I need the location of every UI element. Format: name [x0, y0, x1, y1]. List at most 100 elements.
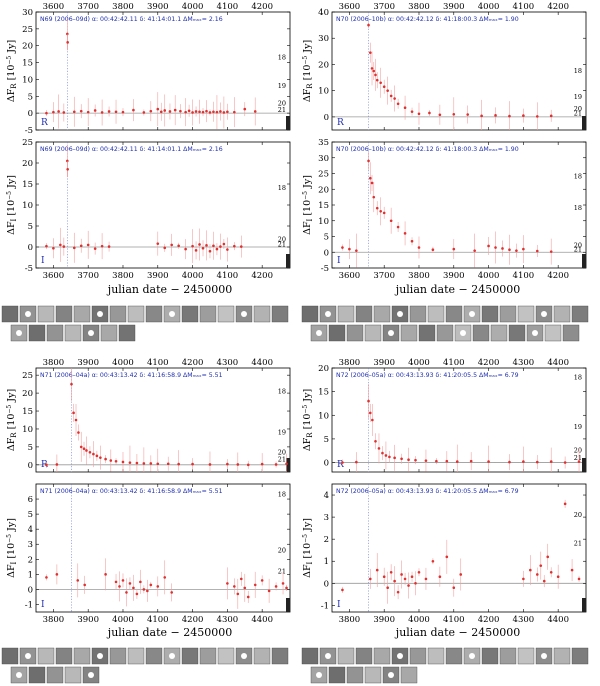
data-point: [191, 244, 194, 248]
data-point: [424, 459, 428, 462]
data-point: [149, 109, 153, 113]
data-point: [187, 109, 191, 113]
thumbnail-tile: [499, 647, 517, 665]
y-tick-label: 10: [22, 201, 33, 211]
y-tick-label: 10: [318, 217, 329, 227]
data-point: [149, 462, 153, 465]
data-point: [173, 108, 177, 112]
thumbnail-strip-top-left: [1, 305, 289, 342]
y-tick-label: 5: [28, 443, 33, 453]
data-point: [417, 112, 421, 116]
data-point: [374, 439, 377, 443]
panel-info-text: N71 (2006–04a) α: 00:43:13.42 δ: 41:16:5…: [40, 488, 223, 495]
data-point: [355, 249, 358, 252]
thumbnail-tile: [328, 666, 346, 684]
thumbnail-tile: [517, 647, 535, 665]
data-point: [267, 589, 271, 593]
thumbnail-tile: [337, 647, 355, 665]
data-point: [184, 247, 187, 251]
band-label: R: [337, 460, 344, 470]
magnitude-label: 20: [278, 235, 286, 243]
data-point: [163, 109, 167, 112]
band-label: R: [337, 118, 344, 128]
data-point: [132, 108, 135, 112]
data-point: [407, 458, 410, 462]
data-point: [243, 586, 247, 590]
data-point: [142, 588, 146, 591]
data-point: [95, 454, 99, 458]
data-point: [389, 219, 393, 223]
data-point: [70, 382, 73, 386]
thumbnail-tile: [409, 305, 427, 323]
data-point: [375, 206, 379, 210]
magnitude-label: 21: [278, 240, 286, 248]
magnitude-scale-bar: [286, 116, 290, 130]
data-point: [410, 239, 414, 243]
thumbnail-strip-bottom-left: [1, 647, 289, 684]
data-point: [396, 225, 400, 229]
y-tick-label: 4: [28, 525, 33, 535]
magnitude-label: 21: [278, 106, 286, 114]
data-point: [226, 110, 229, 114]
thumbnail-tile: [508, 324, 526, 342]
x-tick-label: 4300: [217, 615, 239, 625]
data-point: [128, 461, 132, 464]
data-point: [233, 110, 236, 114]
x-tick-label: 3800: [112, 2, 134, 12]
y-tick-label: 25: [22, 138, 33, 148]
data-point: [431, 248, 435, 252]
data-point: [563, 502, 567, 506]
thumbnail-tile: [427, 305, 445, 323]
thumbnail-tile: [481, 305, 499, 323]
panel-info-text: N69 (2006–09d) α: 00:42:42.11 δ: 41:14:0…: [40, 16, 223, 23]
thumbnail-star: [541, 311, 547, 317]
x-tick-label: 3800: [112, 271, 134, 281]
data-point: [522, 247, 525, 251]
data-point: [99, 456, 102, 459]
panel-N70-I: 3600 3700 3800 3900 4000 4100 4200 -5 0 5 10 15 20 25…: [302, 138, 587, 281]
magnitude-label: 18: [574, 204, 582, 212]
data-point: [233, 585, 236, 588]
data-point: [494, 114, 497, 117]
x-tick-label: 4300: [217, 358, 239, 368]
data-point: [549, 250, 553, 253]
data-point: [370, 67, 374, 70]
data-point: [367, 23, 370, 27]
thumbnail-star: [469, 653, 475, 659]
data-point: [243, 107, 247, 111]
data-point: [121, 460, 125, 464]
data-point: [435, 459, 438, 463]
thumbnail-star: [97, 311, 103, 317]
data-point: [438, 113, 442, 117]
y-tick-label: 0: [324, 579, 329, 589]
thumbnail-star: [316, 330, 322, 336]
x-tick-label: 4300: [513, 358, 535, 368]
panel-frame: [35, 367, 291, 473]
data-point: [452, 586, 456, 590]
thumbnail-tile: [337, 305, 355, 323]
y-tick-label: 0: [28, 109, 33, 119]
data-point: [222, 242, 226, 246]
data-point: [546, 555, 550, 559]
data-point: [445, 459, 449, 463]
x-tick-label: 3800: [408, 271, 430, 281]
x-tick-label: 4400: [547, 358, 569, 368]
panel-N69-R: 3600 3700 3800 3900 4000 4100 4200 -5 0 5 10 15 20 25…: [6, 2, 291, 136]
data-point: [156, 585, 160, 588]
panel-frame: [35, 483, 291, 613]
data-point: [285, 586, 288, 590]
data-point: [341, 246, 344, 249]
data-point: [431, 559, 435, 563]
thumbnail-tile: [517, 305, 535, 323]
y-axis-label: ΔFI [10−5 Jy]: [302, 518, 314, 578]
x-tick-label: 3900: [147, 2, 169, 12]
data-point: [170, 243, 173, 247]
data-point: [100, 111, 104, 114]
data-point: [549, 114, 553, 118]
data-point: [128, 582, 132, 585]
x-tick-label: 3900: [373, 615, 395, 625]
x-axis-label-top-right: julian date − 2450000: [394, 283, 520, 296]
data-point: [114, 580, 118, 584]
thumbnail-tile: [28, 666, 46, 684]
data-point: [396, 102, 400, 106]
